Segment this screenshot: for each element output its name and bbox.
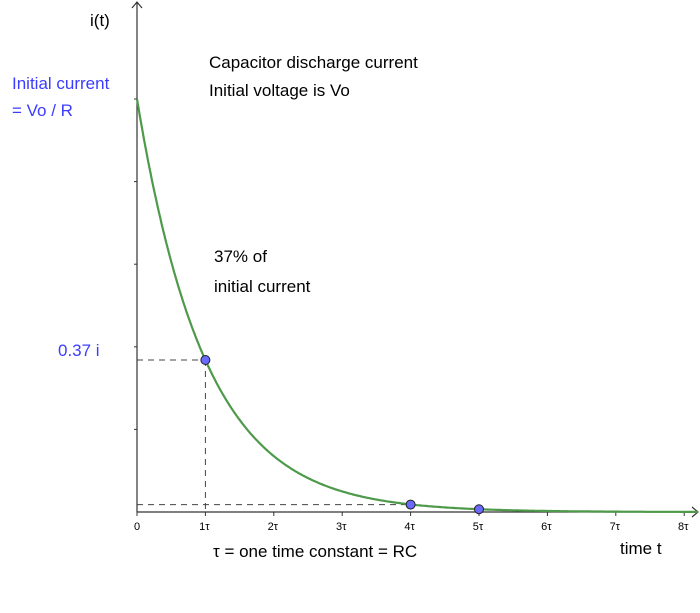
initial-current-label-1: Initial current xyxy=(12,74,110,93)
time-constant-note: τ = one time constant = RC xyxy=(213,542,417,561)
data-point xyxy=(474,504,484,515)
chart-title-line-1: Capacitor discharge current xyxy=(209,53,418,72)
x-axis-arrow-icon xyxy=(691,506,699,518)
chart-title-line-2: Initial voltage is Vo xyxy=(209,81,350,100)
y-axis-arrow-icon xyxy=(131,1,143,9)
x-tick-label: 5τ xyxy=(473,521,484,533)
x-tick-label: 1τ xyxy=(199,521,210,533)
discharge-curve xyxy=(135,98,698,513)
x-tick-label: 3τ xyxy=(336,521,347,533)
data-point xyxy=(200,355,211,366)
x-tick-label: 0 xyxy=(134,521,140,533)
x-tick-label: 2τ xyxy=(268,521,279,533)
x-tick-label: 6τ xyxy=(541,521,552,533)
x-tick-label: 8τ xyxy=(678,521,689,533)
initial-current-label-2: = Vo / R xyxy=(12,101,73,120)
x-axis-label: time t xyxy=(620,539,662,558)
x-tick-label: 7τ xyxy=(610,521,621,533)
point-annotation-2: initial current xyxy=(214,277,311,296)
data-point xyxy=(405,499,416,510)
y-marker-label: 0.37 i xyxy=(58,341,100,360)
y-axis-label: i(t) xyxy=(90,11,110,30)
point-annotation-1: 37% of xyxy=(214,247,267,266)
x-tick-label: 4τ xyxy=(404,521,415,533)
